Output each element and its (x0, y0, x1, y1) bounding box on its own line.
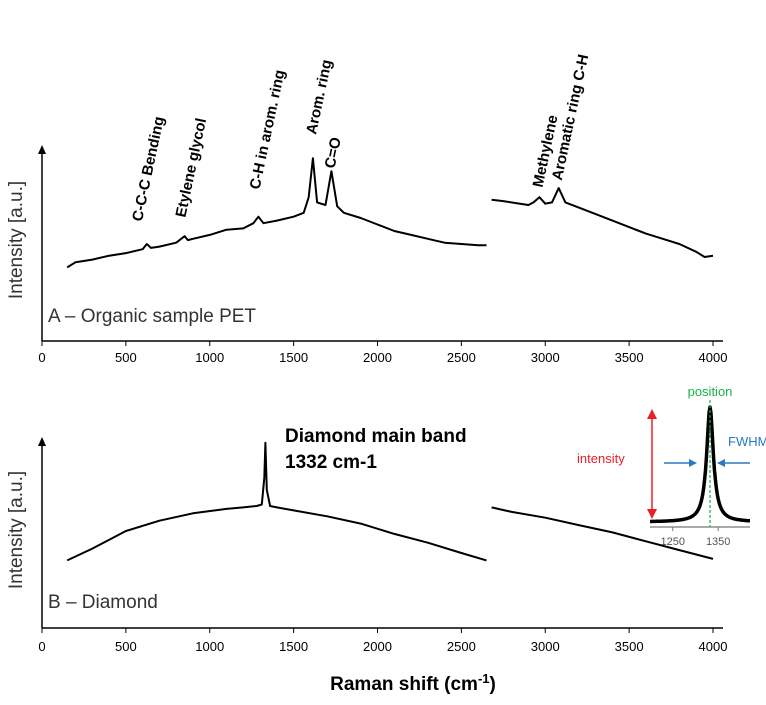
spectrum-line-segment-2 (491, 187, 714, 258)
x-axis-title-main: Raman shift (cm (330, 674, 478, 695)
x-axis-title-superscript: -1 (478, 671, 490, 686)
x-tick-label: 3000 (531, 639, 560, 654)
intensity-label: intensity (577, 451, 625, 466)
inset-x-tick-label: 1350 (706, 536, 730, 548)
fwhm-arrow-left-head (689, 459, 697, 467)
x-tick-label: 1500 (279, 639, 308, 654)
spectrum-line-segment-1 (66, 441, 487, 562)
fwhm-inset: 1250 1350 position intensity FWHM (577, 384, 766, 548)
x-tick-label: 4000 (699, 639, 728, 654)
peak-annotation: C-H in arom. ring (247, 68, 289, 191)
x-tick-label: 1000 (195, 350, 224, 365)
x-tick-label: 1000 (195, 639, 224, 654)
x-tick-label: 4000 (699, 350, 728, 365)
y-axis-arrow (38, 437, 46, 446)
panel-b: 0 500 1000 1500 2000 2500 3000 3500 4000 Intensit… (6, 384, 766, 654)
x-axis-title-close: ) (490, 674, 496, 695)
x-tick-label: 500 (115, 639, 137, 654)
spectrum-line-segment-1 (66, 157, 487, 269)
inset-peak (649, 405, 751, 524)
y-axis-arrow (38, 145, 46, 154)
panel-label: B – Diamond (48, 592, 158, 613)
y-axis-label: Intensity [a.u.] (6, 471, 27, 589)
peak-annotation: C=O (322, 135, 345, 169)
fwhm-arrow-right-head (717, 459, 725, 467)
fwhm-label: FWHM (728, 434, 766, 449)
x-tick-label: 0 (38, 639, 45, 654)
diamond-band-label: Diamond main band (285, 426, 467, 447)
x-tick-label: 3000 (531, 350, 560, 365)
x-tick-label: 3500 (615, 350, 644, 365)
peak-annotation: C-C-C Bending (129, 115, 168, 223)
panel-label: A – Organic sample PET (48, 306, 256, 327)
x-axis-title: Raman shift (cm-1) (330, 671, 496, 695)
y-axis-label: Intensity [a.u.] (6, 181, 27, 299)
intensity-arrow-head-top (647, 409, 657, 419)
position-label: position (688, 384, 733, 399)
x-tick-label: 2500 (447, 639, 476, 654)
x-tick-label: 3500 (615, 639, 644, 654)
x-tick-label: 1500 (279, 350, 308, 365)
intensity-arrow-head-bottom (647, 509, 657, 519)
spectrum-line-segment-2 (491, 506, 714, 560)
inset-x-tick-label: 1250 (660, 536, 684, 548)
x-tick-label: 0 (38, 350, 45, 365)
x-tick-label: 2000 (363, 639, 392, 654)
x-tick-label: 500 (115, 350, 137, 365)
peak-annotation: Arom. ring (303, 58, 335, 136)
diamond-band-position-label: 1332 cm-1 (285, 452, 377, 473)
x-tick-label: 2500 (447, 350, 476, 365)
peak-annotation: Etylene glycol (173, 117, 211, 219)
panel-a: 0 500 1000 1500 2000 2500 3000 3500 4000 Intensit… (6, 53, 727, 365)
x-tick-label: 2000 (363, 350, 392, 365)
